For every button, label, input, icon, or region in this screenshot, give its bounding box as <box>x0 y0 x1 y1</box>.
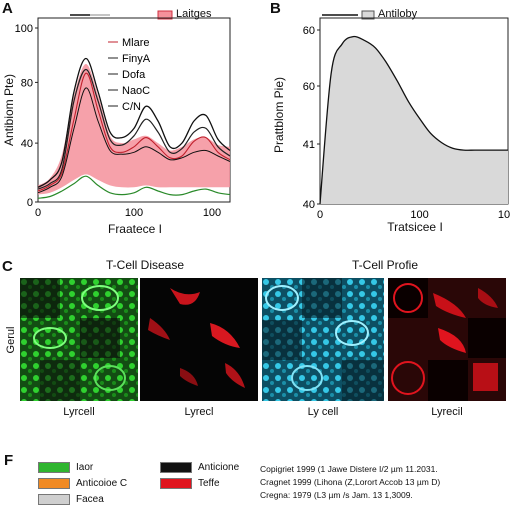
legend-item-4: Anticione <box>160 462 239 473</box>
panel-a-series-2 <box>37 68 231 190</box>
panel-a-ytick-label-1: 40 <box>21 138 33 150</box>
legend-label-4: Anticione <box>198 462 240 473</box>
legend-item-1: Iaor <box>38 462 93 473</box>
panel-b-chart: 60 60 41 400 100 10 <box>303 17 510 221</box>
panel-a-series-5 <box>37 175 231 199</box>
legend-swatch-2 <box>38 478 70 489</box>
panel-a-series-1 <box>37 57 231 188</box>
panel-b-top-legend-lines <box>322 10 375 20</box>
panel-b-xtick-label-2: 10 <box>498 209 510 221</box>
panel-a-series-3 <box>37 72 231 192</box>
panel-c-rowlabel-wrap: Gerul <box>4 300 18 380</box>
panel-b-xlabel: Tratsicee I <box>387 220 443 234</box>
caption-1: Lyrcell <box>63 406 95 418</box>
micrograph-red-dense-texture <box>388 278 506 401</box>
caption-4: Lyrecil <box>431 406 463 418</box>
panel-a-ytick-label-3: 100 <box>15 23 33 35</box>
legend-swatch-4 <box>160 462 192 473</box>
panel-a-chart: 0 40 80 100 0 100 100 Mlare FinyA Dofa NaoC C/N <box>15 17 231 219</box>
panel-b-area <box>320 36 508 204</box>
legend-swatch-1 <box>38 462 70 473</box>
panel-a-band <box>38 64 230 195</box>
legend-item-2: Anticoioe C <box>38 478 127 489</box>
footnote-3: Cregna: 1979 (L3 µm /s Jam. 13 1,3009. <box>260 490 413 500</box>
panel-b-top-legend-text: Antiloby <box>378 8 418 20</box>
panel-b-ytick-label-3: 40 <box>303 199 315 211</box>
panel-c-title-left: T-Cell Disease <box>105 258 185 272</box>
panel-a-series-label-1: Mlare <box>122 37 150 49</box>
panel-b-xtick-label-1: 100 <box>410 209 428 221</box>
micrograph-cyan-texture <box>262 278 384 401</box>
panel-a-xtick-label-0: 0 <box>35 207 41 219</box>
panel-a-ytick-label-2: 80 <box>21 77 33 89</box>
panel-a-top-legend-lines <box>70 10 173 20</box>
legend-swatch-3 <box>38 494 70 505</box>
panel-b-ytick-label-0: 60 <box>303 25 315 37</box>
legend-label-5: Teffe <box>198 478 220 489</box>
footnote-2: Cragnet 1999 (Lihona (Z,Lorort Accob 13 … <box>260 477 441 487</box>
footnote-1: Copigriet 1999 (1 Jawe Distere I/2 µm 11… <box>260 464 438 474</box>
panel-f-label: F <box>4 452 14 469</box>
panel-b-ytick-label-2: 41 <box>303 139 315 151</box>
panel-a-xtick-label-1: 100 <box>125 207 143 219</box>
panel-a-label: A <box>2 0 13 17</box>
micrograph-red-dense <box>388 278 506 401</box>
panel-a-series-label-2: FinyA <box>122 53 151 65</box>
panel-c-row-label: Gerul <box>5 326 17 354</box>
micrograph-green-texture <box>20 278 138 401</box>
panel-a-top-legend-text: Laitges <box>176 8 212 20</box>
panel-a-series-4 <box>37 87 231 194</box>
legend-swatch-5 <box>160 478 192 489</box>
panel-b-curve <box>319 35 508 205</box>
legend-item-3: Facea <box>38 494 104 505</box>
legend-label-3: Facea <box>76 494 104 505</box>
panel-a-top-legend: Laitges <box>70 8 230 22</box>
panel-a-series-label-5: C/N <box>122 101 141 113</box>
panel-b-xtick-label-0: 0 <box>317 209 323 221</box>
panel-b-label: B <box>270 0 281 17</box>
panel-b-ytick-label-1: 60 <box>303 81 315 93</box>
micrograph-green <box>20 278 138 401</box>
caption-2: Lyrecl <box>184 406 214 418</box>
micrograph-red-sparse-texture <box>148 288 245 388</box>
panel-a-ytick-label-0: 0 <box>27 197 33 209</box>
panel-a-series-label-3: Dofa <box>122 69 146 81</box>
legend-label-1: Iaor <box>76 462 94 473</box>
panel-a-frame <box>37 17 231 203</box>
caption-3: Ly cell <box>307 406 339 418</box>
panel-a-series-label-4: NaoC <box>122 85 150 97</box>
panel-c-title-right: T-Cell Profie <box>351 258 419 272</box>
legend-item-5: Teffe <box>160 478 220 489</box>
panel-b-top-legend: Antiloby <box>322 8 482 22</box>
panel-a-xtick-label-2: 100 <box>203 207 221 219</box>
micrograph-cyan <box>262 278 384 401</box>
micrograph-red-sparse <box>140 278 258 401</box>
panel-a-xlabel: Fraatece I <box>107 222 163 236</box>
legend-label-2: Anticoioe C <box>76 478 128 489</box>
panel-c-label: C <box>2 258 13 275</box>
